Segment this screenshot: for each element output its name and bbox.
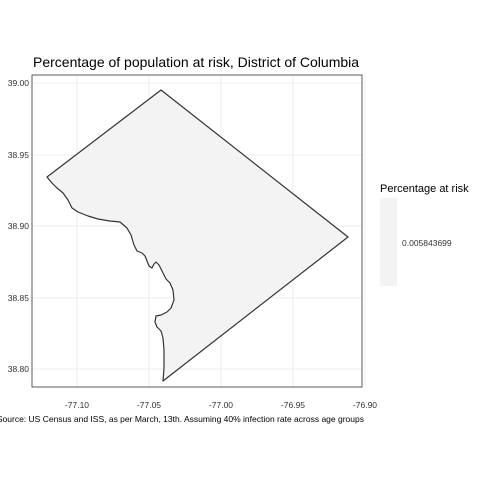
legend-value-label: 0.005843699 bbox=[402, 238, 452, 248]
panel-border bbox=[31, 74, 363, 388]
x-tick-label: -76.95 bbox=[281, 400, 305, 410]
legend-title: Percentage at risk bbox=[380, 183, 469, 195]
x-tick-label: -77.00 bbox=[209, 400, 233, 410]
x-tick-label: -77.10 bbox=[65, 400, 89, 410]
x-tick-label: -77.05 bbox=[137, 400, 161, 410]
y-tick-label: 39.00 bbox=[8, 78, 30, 88]
map-title: Percentage of population at risk, Distri… bbox=[33, 54, 360, 70]
x-axis-tick-labels: -77.10 -77.05 -77.00 -76.95 -76.90 bbox=[65, 400, 377, 410]
x-tick-label: -76.90 bbox=[353, 400, 377, 410]
source-caption: Source: US Census and ISS, as per March,… bbox=[0, 414, 364, 424]
y-tick-label: 38.90 bbox=[8, 221, 30, 231]
legend-color-key bbox=[380, 198, 397, 286]
y-tick-label: 38.95 bbox=[8, 150, 30, 160]
y-axis-tick-labels: 39.00 38.95 38.90 38.85 38.80 bbox=[8, 78, 30, 374]
district-of-columbia-region[interactable] bbox=[46, 89, 349, 382]
y-tick-label: 38.85 bbox=[8, 293, 30, 303]
y-tick-label: 38.80 bbox=[8, 364, 30, 374]
